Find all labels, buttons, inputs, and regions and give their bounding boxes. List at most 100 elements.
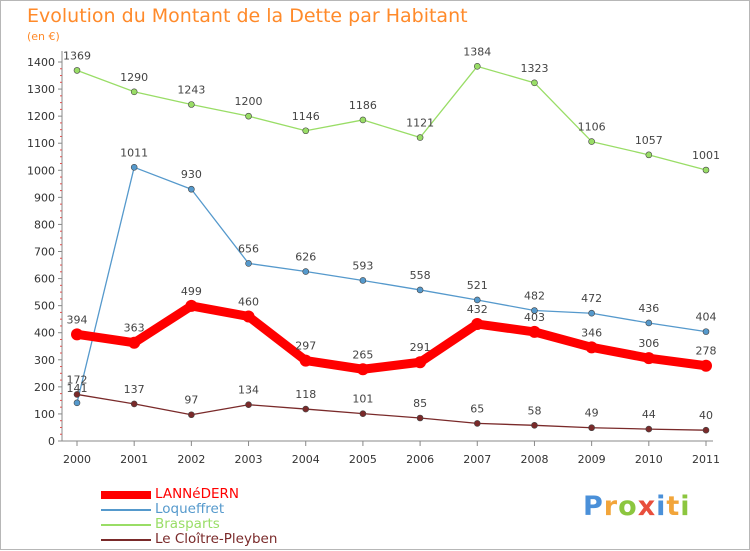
y-tick-label: 400 <box>34 327 55 340</box>
y-tick-label: 0 <box>48 435 55 448</box>
series-point <box>242 310 255 323</box>
legend-label: Loqueffret <box>155 501 225 517</box>
series-line-0 <box>76 301 707 374</box>
series-point <box>531 421 538 429</box>
x-tick-label: 2007 <box>463 453 491 466</box>
y-tick-label: 900 <box>34 191 55 204</box>
y-tick-label: 700 <box>34 246 55 259</box>
data-label: 1200 <box>235 95 263 108</box>
y-tick-label: 800 <box>34 218 55 231</box>
logo-letter: P <box>583 491 604 522</box>
legend-item: Loqueffret <box>101 502 277 517</box>
series-point <box>416 134 424 141</box>
data-label: 134 <box>238 384 259 397</box>
data-label: 265 <box>352 348 373 361</box>
x-tick-label: 2003 <box>235 453 263 466</box>
data-label: 44 <box>642 408 656 421</box>
series-point <box>700 359 712 372</box>
series-point <box>299 354 312 367</box>
data-label: 436 <box>638 302 659 315</box>
data-label: 65 <box>470 402 484 415</box>
data-label: 656 <box>238 242 259 255</box>
series-point <box>473 420 481 427</box>
series-point <box>73 399 81 407</box>
x-tick-label: 2005 <box>349 453 377 466</box>
proxiti-logo: Proxiti <box>583 491 691 522</box>
series-point <box>645 425 653 433</box>
series-point <box>245 401 252 409</box>
series-point <box>188 101 195 108</box>
series-line-3 <box>76 393 707 431</box>
logo-letter: x <box>637 491 657 522</box>
data-label: 394 <box>67 313 88 326</box>
x-tick-label: 2004 <box>292 453 320 466</box>
series-point <box>645 151 653 159</box>
series-point <box>130 400 138 408</box>
data-label: 1369 <box>63 49 91 62</box>
data-label: 499 <box>181 285 202 298</box>
series-point <box>302 405 310 413</box>
series-line-2 <box>76 65 707 171</box>
data-label: 85 <box>413 397 427 410</box>
data-label: 558 <box>410 269 431 282</box>
y-tick-label: 1400 <box>27 56 55 69</box>
series-point <box>585 341 598 354</box>
data-label: 1057 <box>635 134 663 147</box>
data-label: 118 <box>295 388 316 401</box>
x-tick-label: 2006 <box>406 453 434 466</box>
data-label: 1121 <box>406 117 434 130</box>
data-label: 297 <box>295 340 316 353</box>
data-label: 1323 <box>520 62 548 75</box>
series-point <box>302 127 310 135</box>
series-point <box>359 410 367 417</box>
data-label: 1186 <box>349 99 377 112</box>
y-tick-label: 1200 <box>27 110 55 123</box>
data-label: 346 <box>581 326 602 339</box>
x-tick-label: 2008 <box>520 453 548 466</box>
data-label: 432 <box>467 303 488 316</box>
data-label: 403 <box>524 311 545 324</box>
series-point <box>531 307 538 314</box>
x-tick-label: 2009 <box>578 453 606 466</box>
x-tick-label: 2001 <box>120 453 148 466</box>
series-point <box>416 286 424 294</box>
series-point <box>588 309 595 317</box>
y-tick-label: 1100 <box>27 137 55 150</box>
y-tick-label: 600 <box>34 273 55 286</box>
series-point <box>130 88 138 96</box>
data-label: 49 <box>585 407 599 420</box>
series-point <box>473 296 481 304</box>
logo-letter: t <box>666 491 681 522</box>
y-tick-label: 100 <box>34 408 55 421</box>
data-label: 1146 <box>292 110 320 123</box>
data-label: 172 <box>67 373 88 386</box>
data-label: 306 <box>638 337 659 350</box>
y-tick-label: 1300 <box>27 83 55 96</box>
data-label: 278 <box>696 345 717 358</box>
series-point <box>71 328 83 341</box>
data-label: 1384 <box>463 45 491 58</box>
series-point <box>188 185 195 193</box>
data-label: 1106 <box>578 121 606 134</box>
data-label: 141 <box>67 382 88 395</box>
x-tick-label: 2011 <box>692 453 720 466</box>
series-point <box>245 112 252 120</box>
series-point <box>645 319 653 327</box>
series-point <box>356 363 369 376</box>
series-point <box>642 352 655 365</box>
data-label: 363 <box>124 322 145 335</box>
chart-title: Evolution du Montant de la Dette par Hab… <box>27 5 468 27</box>
data-label: 137 <box>124 383 145 396</box>
series-point <box>531 79 538 87</box>
series-point <box>416 414 424 422</box>
series-point <box>128 336 141 349</box>
logo-letter: r <box>603 491 619 522</box>
series-point <box>702 166 710 174</box>
y-tick-label: 300 <box>34 354 55 367</box>
legend-item: Brasparts <box>101 517 277 532</box>
series-point <box>702 328 710 335</box>
series-point <box>302 268 310 275</box>
series-point <box>185 299 198 312</box>
legend-swatch <box>101 508 151 511</box>
